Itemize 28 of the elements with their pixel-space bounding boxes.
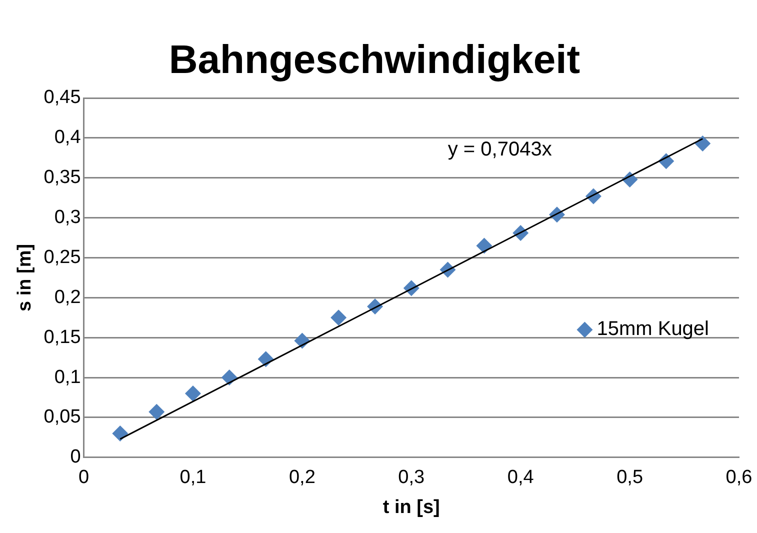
x-axis-title: t in [s] (382, 496, 440, 518)
y-tick-label: 0,2 (54, 286, 81, 308)
y-tick-label: 0,3 (54, 207, 81, 228)
x-tick-label: 0,6 (726, 467, 752, 488)
y-tick-label: 0,35 (44, 167, 81, 188)
point (148, 404, 165, 420)
chart-title: Bahngeschwindigkeit (168, 38, 580, 82)
y-tick-label: 0,1 (54, 366, 81, 388)
y-tick-label: 0,15 (44, 326, 81, 348)
x-tick-label: 0,4 (507, 467, 534, 488)
point (112, 425, 128, 442)
annotation: y = 0,7043x (448, 138, 552, 161)
y-tick-label: 0,45 (44, 87, 81, 108)
y-tick-label: 0 (70, 446, 81, 468)
point (184, 386, 201, 402)
y-tick-label: 0,25 (44, 246, 81, 268)
y-axis-title: s in [m] (14, 244, 36, 312)
point (330, 310, 347, 326)
point (694, 136, 711, 152)
x-tick-label: 0,1 (180, 467, 206, 488)
x-tick-label: 0,2 (288, 467, 316, 488)
y-tick-label: 0,05 (44, 406, 81, 428)
y-tick-label: 0,4 (54, 127, 82, 148)
x-tick-label: 0,5 (616, 467, 644, 488)
x-tick-label: 0,3 (398, 467, 425, 488)
point (221, 370, 238, 386)
legend-label: 15mm Kugel (596, 318, 710, 340)
point (476, 238, 492, 254)
